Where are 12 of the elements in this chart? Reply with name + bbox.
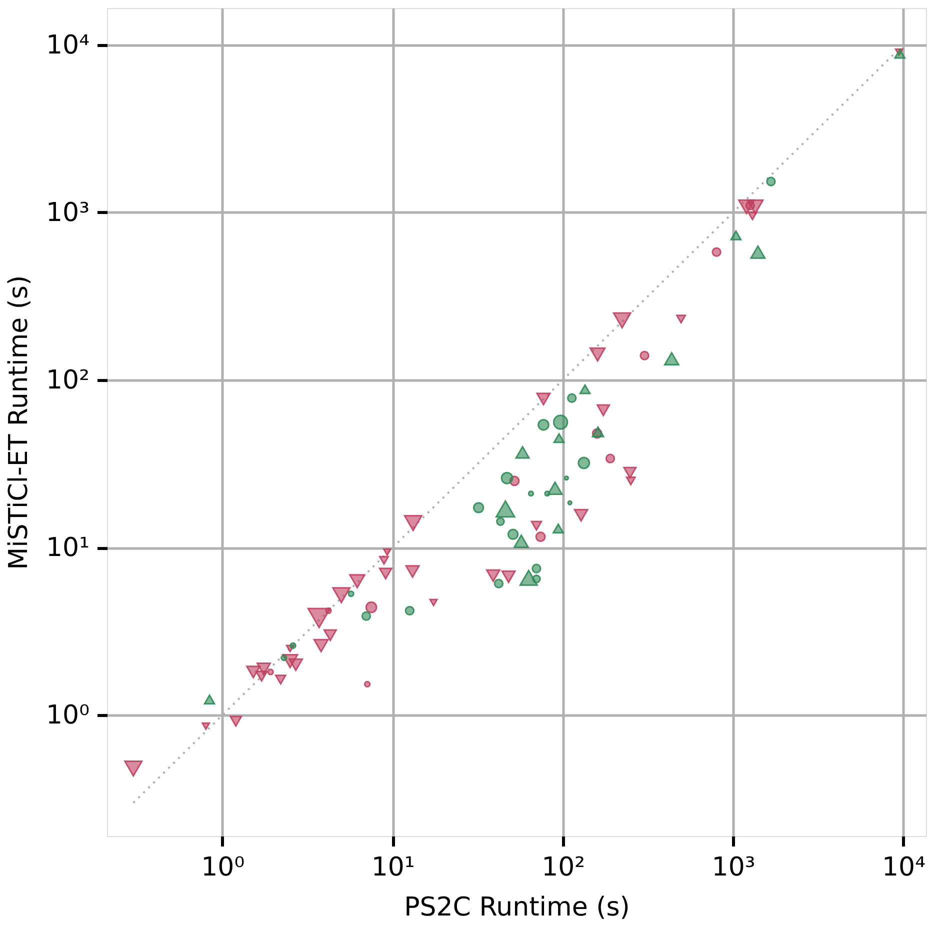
x-tick-label: 10³ bbox=[712, 852, 756, 882]
y-tick-label: 10⁴ bbox=[46, 30, 90, 60]
x-axis-title: PS2C Runtime (s) bbox=[404, 892, 630, 922]
x-tick-label: 10¹ bbox=[371, 852, 415, 882]
x-tick-label: 10² bbox=[542, 852, 586, 882]
y-tick-label: 10² bbox=[46, 366, 90, 396]
x-tick-label: 10⁴ bbox=[882, 852, 926, 882]
x-tick-label: 10⁰ bbox=[201, 852, 245, 882]
y-tick-label: 10⁰ bbox=[46, 700, 90, 731]
y-axis-title: MiSTiCl-ET Runtime (s) bbox=[4, 275, 34, 570]
y-tick-label: 10³ bbox=[46, 198, 90, 228]
y-tick-label: 10¹ bbox=[46, 533, 90, 564]
